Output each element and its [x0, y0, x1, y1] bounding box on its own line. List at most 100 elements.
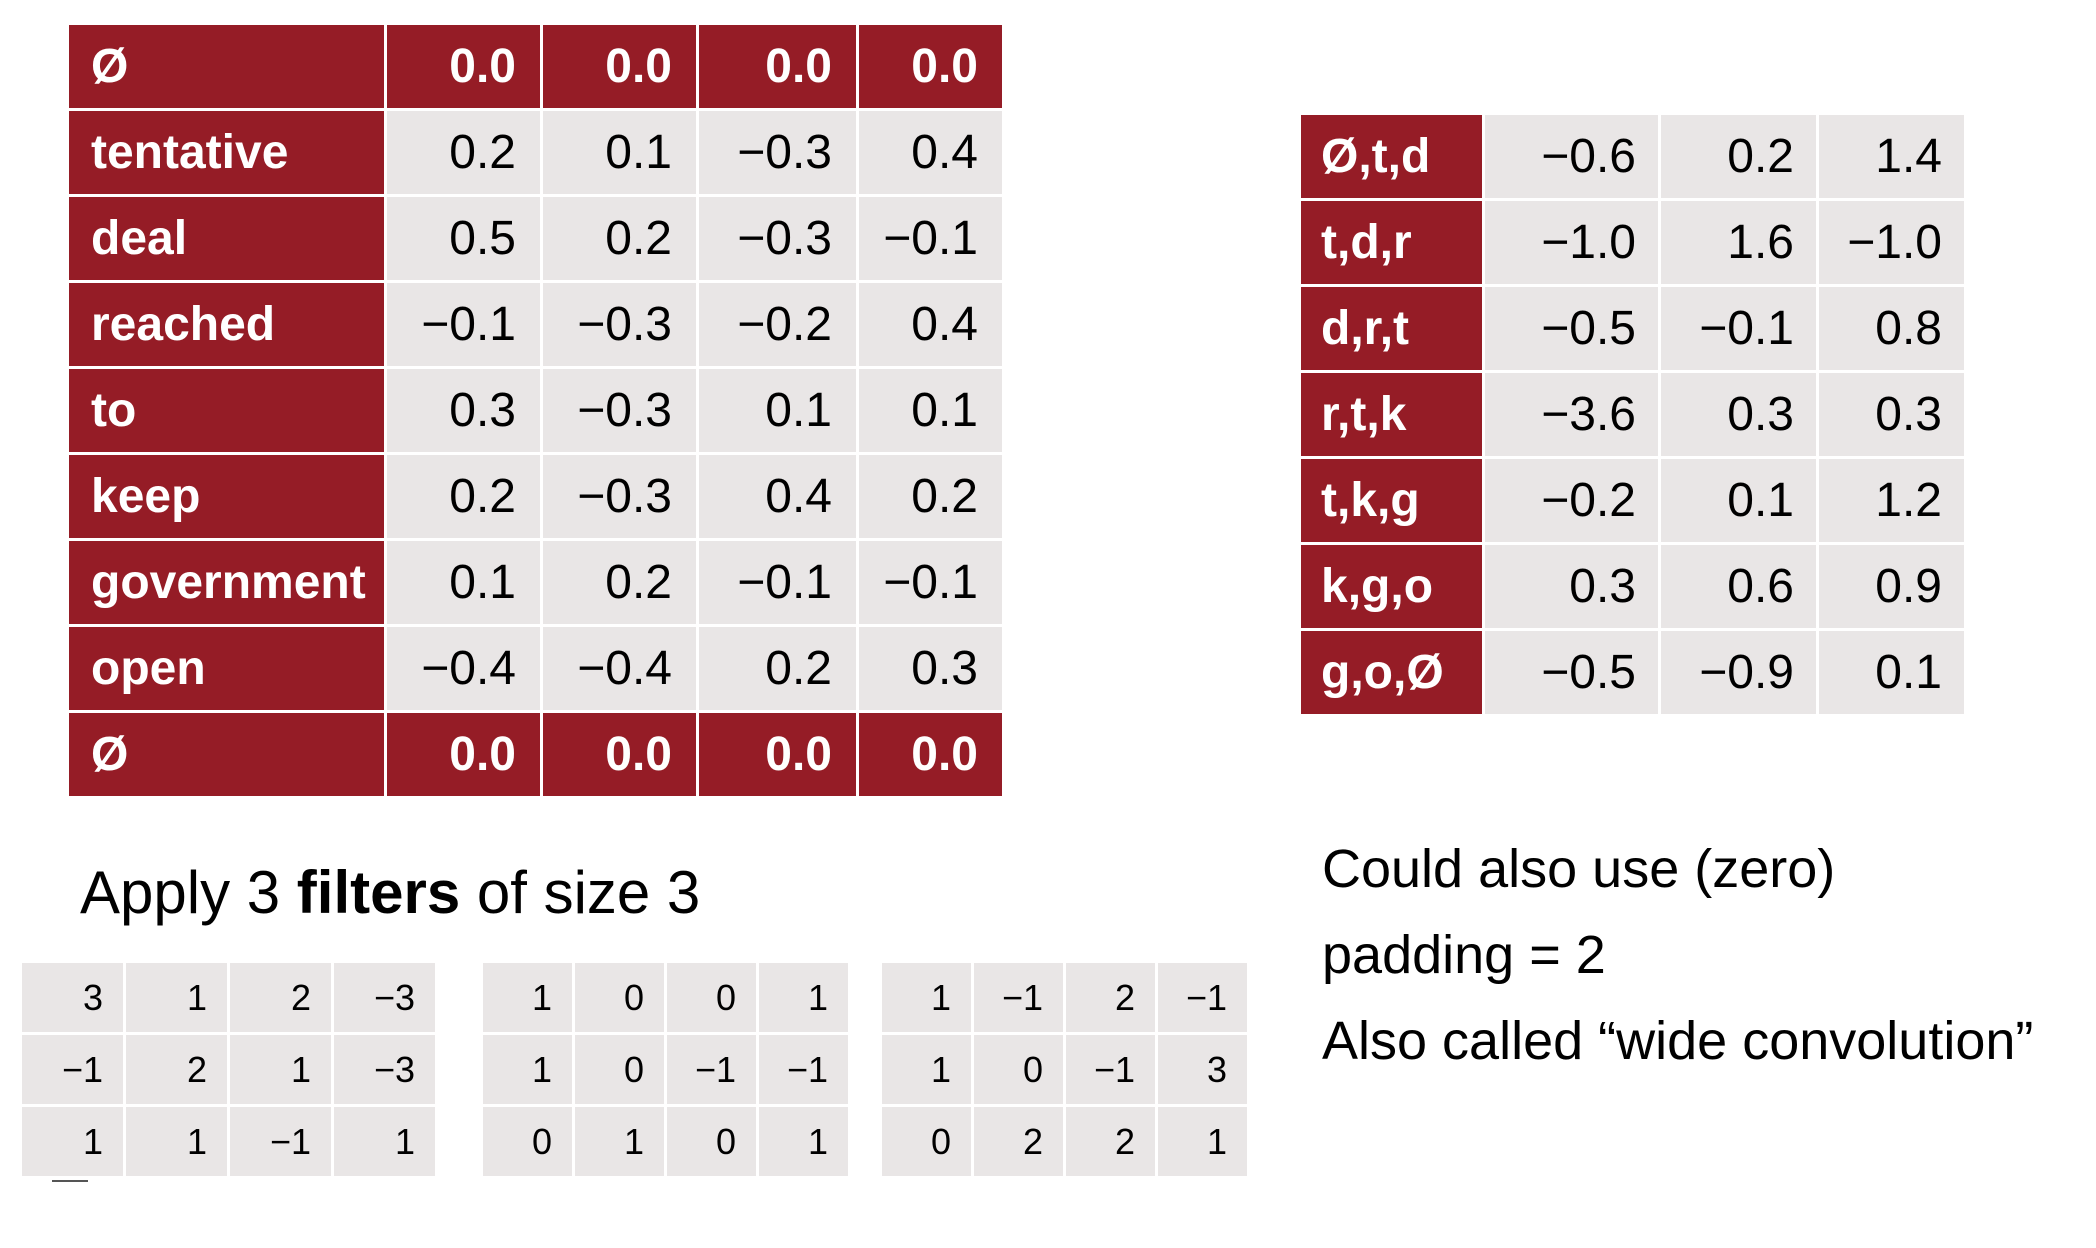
filter-weight: 2 — [1063, 1104, 1158, 1179]
filter-weight: 0 — [879, 1104, 974, 1179]
embedding-value: 0.0 — [856, 22, 1005, 111]
output-row: g,o,Ø −0.5 −0.9 0.1 — [1298, 628, 1967, 717]
word-label: open — [66, 624, 387, 713]
filter-weight: 1 — [480, 960, 575, 1035]
output-row: Ø,t,d −0.6 0.2 1.4 — [1298, 112, 1967, 201]
embedding-value: 0.3 — [384, 366, 543, 455]
embedding-table: Ø 0.0 0.0 0.0 0.0 tentative 0.2 0.1 −0.3 0.4 deal 0… — [66, 22, 1005, 799]
output-value: 0.6 — [1658, 542, 1819, 631]
embedding-value: 0.0 — [696, 22, 859, 111]
output-value: 1.4 — [1816, 112, 1967, 201]
filter-weight: −1 — [19, 1032, 126, 1107]
filter-weight: −1 — [1155, 960, 1250, 1035]
embedding-value: 0.0 — [540, 22, 699, 111]
embedding-value: −0.1 — [384, 280, 543, 369]
embedding-table-body: Ø 0.0 0.0 0.0 0.0 tentative 0.2 0.1 −0.3 0.4 deal 0… — [66, 22, 1005, 799]
embedding-row: to 0.3 −0.3 0.1 0.1 — [66, 366, 1005, 455]
embedding-value: 0.0 — [540, 710, 699, 799]
filter-weight: 1 — [480, 1032, 575, 1107]
filter-weight: 1 — [756, 1104, 851, 1179]
filter-1: 3 1 2 −3 −1 2 1 −3 1 1 −1 1 — [19, 960, 438, 1179]
filter-row: 1 0 −1 3 — [879, 1032, 1250, 1107]
output-value: −0.5 — [1482, 284, 1661, 373]
embedding-value: −0.3 — [540, 366, 699, 455]
embedding-row: Ø 0.0 0.0 0.0 0.0 — [66, 710, 1005, 799]
embedding-value: 0.4 — [856, 280, 1005, 369]
filter-weight: 1 — [19, 1104, 126, 1179]
filter-weight: 3 — [1155, 1032, 1250, 1107]
embedding-value: 0.1 — [856, 366, 1005, 455]
embedding-value: −0.1 — [696, 538, 859, 627]
filter-3: 1 −1 2 −1 1 0 −1 3 0 2 2 1 — [879, 960, 1250, 1179]
embedding-value: −0.4 — [384, 624, 543, 713]
filter-weight: −3 — [331, 960, 438, 1035]
filter-weight: 3 — [19, 960, 126, 1035]
note-line-3: Also called “wide convolution” — [1322, 1011, 2034, 1071]
word-label: Ø — [66, 710, 387, 799]
filters-caption: Apply 3 filters of size 3 — [80, 858, 700, 927]
filter-weight: 0 — [572, 960, 667, 1035]
output-value: 0.1 — [1658, 456, 1819, 545]
output-row: t,d,r −1.0 1.6 −1.0 — [1298, 198, 1967, 287]
embedding-row: government 0.1 0.2 −0.1 −0.1 — [66, 538, 1005, 627]
filter-weight: 1 — [123, 960, 230, 1035]
output-value: 0.3 — [1816, 370, 1967, 459]
output-value: −0.5 — [1482, 628, 1661, 717]
caption-prefix: Apply 3 — [80, 859, 297, 926]
trigram-label: Ø,t,d — [1298, 112, 1485, 201]
trigram-label: t,d,r — [1298, 198, 1485, 287]
output-row: r,t,k −3.6 0.3 0.3 — [1298, 370, 1967, 459]
output-value: −0.9 — [1658, 628, 1819, 717]
embedding-value: 0.2 — [696, 624, 859, 713]
output-value: 0.3 — [1658, 370, 1819, 459]
filter-weight: −1 — [227, 1104, 334, 1179]
filter-weight: 0 — [664, 960, 759, 1035]
word-label: Ø — [66, 22, 387, 111]
filter-row: 1 1 −1 1 — [19, 1104, 438, 1179]
word-label: government — [66, 538, 387, 627]
filter-weight: 2 — [971, 1104, 1066, 1179]
embedding-row: deal 0.5 0.2 −0.3 −0.1 — [66, 194, 1005, 283]
embedding-value: 0.0 — [384, 22, 543, 111]
filter-weight: 1 — [879, 960, 974, 1035]
embedding-value: 0.4 — [696, 452, 859, 541]
embedding-row: Ø 0.0 0.0 0.0 0.0 — [66, 22, 1005, 111]
convolution-output-body: Ø,t,d −0.6 0.2 1.4 t,d,r −1.0 1.6 −1.0 d,r,t −0.5… — [1298, 112, 1967, 717]
filter-weight: −1 — [971, 960, 1066, 1035]
word-label: reached — [66, 280, 387, 369]
filter-weight: 0 — [971, 1032, 1066, 1107]
filter-weight: 0 — [480, 1104, 575, 1179]
trigram-label: r,t,k — [1298, 370, 1485, 459]
filter-row: −1 2 1 −3 — [19, 1032, 438, 1107]
filter-row: 3 1 2 −3 — [19, 960, 438, 1035]
filter-weight: 1 — [756, 960, 851, 1035]
embedding-value: −0.3 — [540, 280, 699, 369]
output-value: −3.6 — [1482, 370, 1661, 459]
caption-bold: filters — [296, 859, 461, 926]
filter-row: 1 −1 2 −1 — [879, 960, 1250, 1035]
output-value: −0.1 — [1658, 284, 1819, 373]
footnote-mark — [52, 1180, 88, 1182]
trigram-label: d,r,t — [1298, 284, 1485, 373]
output-value: 1.6 — [1658, 198, 1819, 287]
filter-weight: −1 — [1063, 1032, 1158, 1107]
filter-weight: 2 — [1063, 960, 1158, 1035]
embedding-value: −0.2 — [696, 280, 859, 369]
filter-weight: 2 — [123, 1032, 230, 1107]
output-value: −0.2 — [1482, 456, 1661, 545]
output-value: 0.9 — [1816, 542, 1967, 631]
output-row: k,g,o 0.3 0.6 0.9 — [1298, 542, 1967, 631]
filter-weight: 0 — [664, 1104, 759, 1179]
word-label: deal — [66, 194, 387, 283]
output-value: 0.8 — [1816, 284, 1967, 373]
embedding-row: open −0.4 −0.4 0.2 0.3 — [66, 624, 1005, 713]
embedding-value: 0.1 — [696, 366, 859, 455]
embedding-value: 0.2 — [540, 538, 699, 627]
filter-weight: 1 — [123, 1104, 230, 1179]
output-value: 0.2 — [1658, 112, 1819, 201]
embedding-value: −0.3 — [696, 194, 859, 283]
output-row: d,r,t −0.5 −0.1 0.8 — [1298, 284, 1967, 373]
embedding-value: 0.1 — [384, 538, 543, 627]
